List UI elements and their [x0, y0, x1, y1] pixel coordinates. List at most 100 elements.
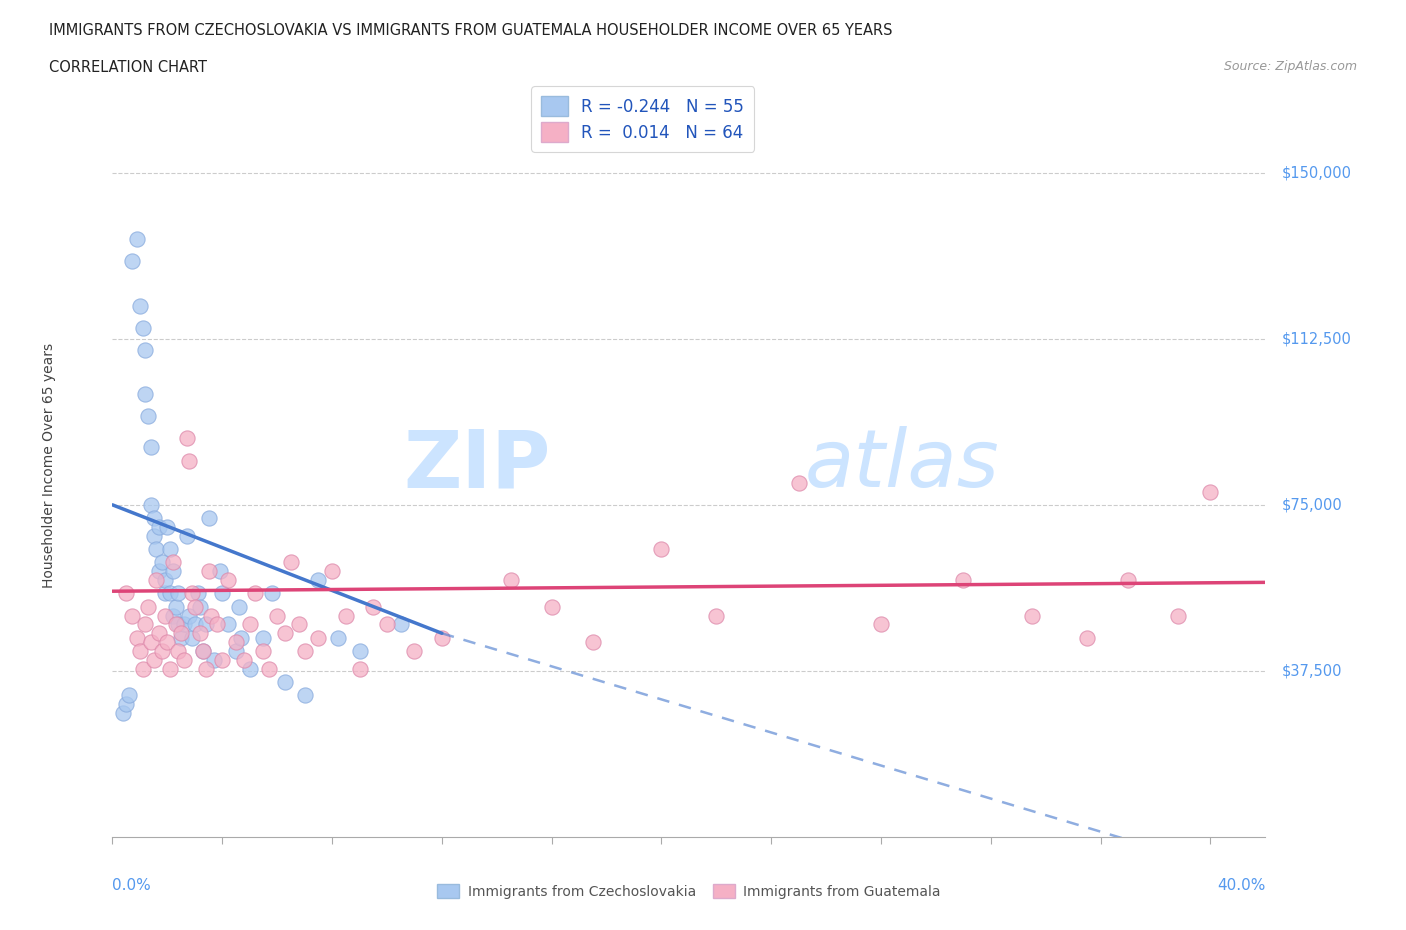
Point	[1116, 573, 1139, 588]
Point	[142, 511, 165, 525]
Point	[245, 586, 267, 601]
Point	[266, 608, 288, 623]
Point	[181, 586, 204, 601]
Point	[1167, 608, 1189, 623]
Text: CORRELATION CHART: CORRELATION CHART	[49, 60, 207, 75]
Point	[307, 573, 329, 588]
Point	[148, 626, 170, 641]
Point	[1021, 608, 1043, 623]
Point	[326, 631, 349, 645]
Point	[118, 688, 141, 703]
Text: IMMIGRANTS FROM CZECHOSLOVAKIA VS IMMIGRANTS FROM GUATEMALA HOUSEHOLDER INCOME O: IMMIGRANTS FROM CZECHOSLOVAKIA VS IMMIGR…	[49, 23, 893, 38]
Point	[165, 599, 187, 614]
Point	[153, 586, 176, 601]
Point	[274, 626, 297, 641]
Text: ZIP: ZIP	[404, 426, 551, 504]
Point	[540, 599, 562, 614]
Point	[139, 634, 162, 649]
Point	[208, 564, 231, 578]
Point	[170, 626, 193, 641]
Point	[167, 586, 190, 601]
Point	[173, 653, 195, 668]
Point	[159, 586, 181, 601]
Point	[375, 617, 398, 631]
Text: $75,000: $75,000	[1282, 498, 1343, 512]
Point	[127, 232, 149, 246]
Point	[288, 617, 311, 631]
Point	[181, 631, 204, 645]
Text: 40.0%: 40.0%	[1218, 878, 1265, 893]
Point	[1199, 485, 1222, 499]
Point	[260, 586, 283, 601]
Point	[176, 528, 198, 543]
Point	[197, 511, 219, 525]
Point	[153, 573, 176, 588]
Point	[361, 599, 384, 614]
Point	[499, 573, 522, 588]
Point	[115, 697, 138, 711]
Text: atlas: atlas	[804, 426, 1000, 504]
Point	[404, 644, 426, 658]
Point	[274, 674, 297, 689]
Point	[252, 631, 274, 645]
Point	[139, 498, 162, 512]
Point	[225, 634, 247, 649]
Point	[148, 564, 170, 578]
Text: $112,500: $112,500	[1282, 331, 1351, 346]
Point	[252, 644, 274, 658]
Point	[127, 631, 149, 645]
Point	[294, 688, 316, 703]
Point	[162, 564, 184, 578]
Point	[307, 631, 329, 645]
Point	[257, 661, 280, 676]
Point	[211, 586, 233, 601]
Text: Householder Income Over 65 years: Householder Income Over 65 years	[42, 342, 56, 588]
Point	[194, 617, 217, 631]
Point	[188, 626, 211, 641]
Point	[211, 653, 233, 668]
Point	[335, 608, 357, 623]
Point	[217, 617, 239, 631]
Point	[129, 644, 152, 658]
Point	[389, 617, 412, 631]
Point	[430, 631, 453, 645]
Point	[131, 661, 153, 676]
Point	[150, 644, 173, 658]
Point	[121, 254, 143, 269]
Point	[159, 541, 181, 556]
Point	[129, 299, 152, 313]
Point	[582, 634, 605, 649]
Point	[139, 440, 162, 455]
Point	[173, 617, 195, 631]
Point	[239, 617, 262, 631]
Point	[321, 564, 343, 578]
Point	[115, 586, 138, 601]
Point	[952, 573, 974, 588]
Point	[142, 528, 165, 543]
Point	[162, 608, 184, 623]
Legend: Immigrants from Czechoslovakia, Immigrants from Guatemala: Immigrants from Czechoslovakia, Immigran…	[432, 879, 946, 905]
Point	[131, 320, 153, 335]
Point	[145, 541, 167, 556]
Text: $37,500: $37,500	[1282, 663, 1343, 678]
Point	[165, 617, 187, 631]
Point	[194, 661, 217, 676]
Text: Source: ZipAtlas.com: Source: ZipAtlas.com	[1223, 60, 1357, 73]
Point	[1076, 631, 1098, 645]
Point	[159, 661, 181, 676]
Point	[205, 617, 228, 631]
Point	[162, 555, 184, 570]
Point	[153, 608, 176, 623]
Point	[349, 661, 371, 676]
Point	[650, 541, 672, 556]
Point	[280, 555, 302, 570]
Point	[217, 573, 239, 588]
Point	[233, 653, 256, 668]
Point	[239, 661, 262, 676]
Point	[349, 644, 371, 658]
Point	[134, 342, 156, 357]
Point	[294, 644, 316, 658]
Point	[145, 573, 167, 588]
Point	[176, 431, 198, 445]
Point	[112, 706, 135, 721]
